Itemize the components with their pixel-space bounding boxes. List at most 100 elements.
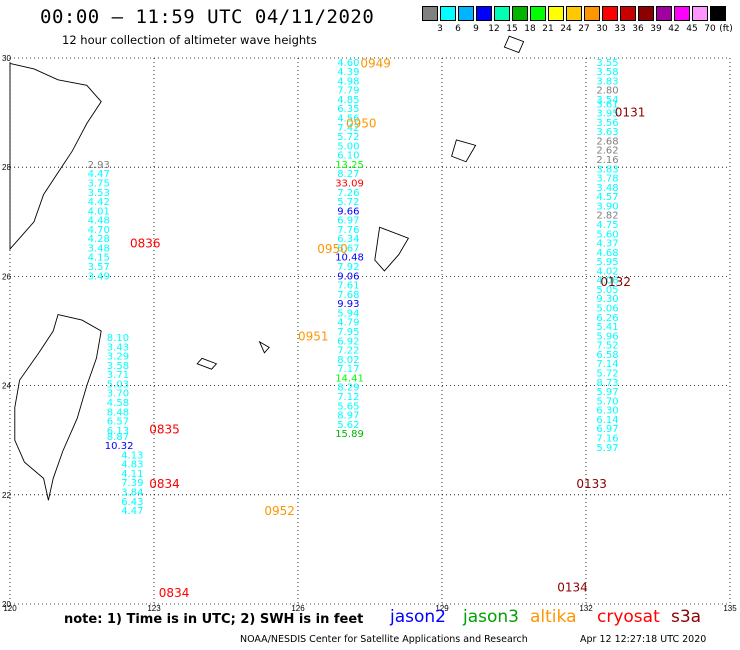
- wave-height-value: 4.01: [88, 206, 110, 217]
- wave-height-value: 2.16: [596, 155, 618, 166]
- wave-height-value: 6.14: [596, 415, 618, 426]
- units-note: note: 1) Time is in UTC; 2) SWH is in fe…: [64, 612, 364, 627]
- lat-tick-label: 22: [2, 491, 11, 500]
- wave-height-value: 4.39: [337, 67, 359, 78]
- wave-height-value: 3.90: [596, 201, 618, 212]
- wave-height-value: 3.75: [88, 178, 110, 189]
- wave-height-value: 3.49: [88, 271, 110, 282]
- wave-height-value: 5.95: [596, 257, 618, 268]
- wave-height-value: 5.72: [337, 132, 359, 143]
- wave-height-value: 2.93: [88, 160, 110, 171]
- color-scale-tick: 21: [542, 24, 554, 34]
- color-scale-tick: 27: [578, 24, 590, 34]
- lon-tick-label: 129: [435, 604, 449, 613]
- wave-height-value: 7.76: [337, 225, 359, 236]
- wave-height-value: 6.13: [107, 426, 129, 437]
- lat-tick-label: 26: [2, 272, 11, 281]
- wave-height-value: 5.72: [596, 368, 618, 379]
- wave-height-value: 4.70: [88, 225, 110, 236]
- wave-height-value: 10.48: [335, 253, 364, 264]
- wave-height-value: 3.29: [107, 352, 129, 363]
- credit-line: NOAA/NESDIS Center for Satellite Applica…: [240, 634, 528, 645]
- wave-height-value: 6.30: [596, 406, 618, 417]
- wave-height-value: 5.62: [337, 420, 359, 431]
- color-scale-tick: 6: [455, 24, 461, 34]
- wave-height-value: 7.22: [337, 346, 359, 357]
- wave-height-value: 5.41: [596, 322, 618, 333]
- wave-height-value: 9.66: [337, 206, 359, 217]
- pass-time-label: 0834: [149, 477, 180, 491]
- color-scale-tick: 70: [704, 24, 716, 34]
- wave-height-value: 5.05: [596, 285, 618, 296]
- color-swatch: [494, 6, 510, 21]
- wave-height-value: 8.02: [337, 355, 359, 366]
- color-swatch: [638, 6, 654, 21]
- wave-height-value: 5.03: [107, 379, 129, 390]
- color-scale-tick: 45: [686, 24, 698, 34]
- wave-height-value: 4.60: [337, 58, 359, 69]
- wave-height-value: 7.95: [337, 327, 359, 338]
- pass-time-label: 0949: [360, 56, 391, 70]
- wave-height-value: 15.89: [335, 429, 364, 440]
- wave-height-value: 7.42: [337, 123, 359, 134]
- wave-height-value: 5.97: [596, 387, 618, 398]
- wave-height-value: 3.53: [88, 188, 110, 199]
- wave-height-value: 4.58: [107, 398, 129, 409]
- color-scale-tick: 30: [596, 24, 608, 34]
- wave-height-value: 2.62: [596, 146, 618, 157]
- color-swatch: [710, 6, 726, 21]
- wave-height-value: 3.61: [596, 99, 618, 110]
- color-swatch: [530, 6, 546, 21]
- wave-height-value: 13.25: [335, 160, 364, 171]
- legend-s3a: s3a: [671, 607, 702, 627]
- wave-height-value: 9.93: [337, 299, 359, 310]
- color-scale-tick: 9: [473, 24, 479, 34]
- wave-height-value: 4.15: [88, 253, 110, 264]
- wave-height-value: 9.06: [337, 271, 359, 282]
- pass-time-label: 0950: [346, 117, 377, 131]
- pass-time-label: 0131: [615, 106, 646, 120]
- wave-height-value: 6.34: [337, 234, 359, 245]
- wave-height-value: 7.68: [337, 290, 359, 301]
- lat-tick-label: 20: [2, 600, 11, 609]
- color-scale-tick: 33: [614, 24, 626, 34]
- wave-height-value: 4.79: [337, 318, 359, 329]
- wave-height-value: 4.56: [337, 114, 359, 125]
- pass-time-label: 0835: [149, 422, 180, 436]
- lat-tick-label: 30: [2, 54, 11, 63]
- wave-height-value: 7.26: [337, 188, 359, 199]
- wave-height-value: 3.83: [596, 164, 618, 175]
- lon-tick-label: 135: [723, 604, 737, 613]
- wave-height-value: 4.06: [596, 276, 618, 287]
- legend-jason2: jason2: [390, 607, 446, 627]
- color-swatch: [440, 6, 456, 21]
- wave-height-value: 5.06: [596, 304, 618, 315]
- color-swatch: [656, 6, 672, 21]
- wave-height-value: 6.97: [337, 216, 359, 227]
- legend-cryosat: cryosat: [597, 607, 660, 627]
- wave-height-value: 2.68: [596, 136, 618, 147]
- color-swatch: [548, 6, 564, 21]
- wave-height-value: 4.75: [596, 220, 618, 231]
- wave-height-value: 5.65: [337, 401, 359, 412]
- map-axes: 120 123 126 129 132 135 30 28 26 24 22 20: [2, 54, 737, 613]
- wave-height-value: 6.26: [596, 313, 618, 324]
- ishigaki-outline: [196, 357, 218, 370]
- amami-outline: [451, 139, 477, 163]
- wave-height-value: 3.55: [596, 58, 618, 69]
- legend-jason3: jason3: [463, 607, 519, 627]
- wave-height-value: 5.00: [337, 141, 359, 152]
- wave-height-value: 7.14: [596, 359, 618, 370]
- wave-height-value: 8.29: [337, 383, 359, 394]
- wave-height-value: 2.82: [596, 211, 618, 222]
- color-scale-tick: 24: [560, 24, 572, 34]
- color-scale-tick: 42: [668, 24, 680, 34]
- wave-height-value: 3.43: [107, 342, 129, 353]
- wave-height-value: 3.84: [121, 488, 143, 499]
- wave-height-value: 6.43: [121, 497, 143, 508]
- wave-height-value: 2.80: [596, 86, 618, 97]
- wave-height-value: 6.58: [596, 350, 618, 361]
- wave-height-value: 7.16: [596, 433, 618, 444]
- wave-height-value: 7.52: [596, 341, 618, 352]
